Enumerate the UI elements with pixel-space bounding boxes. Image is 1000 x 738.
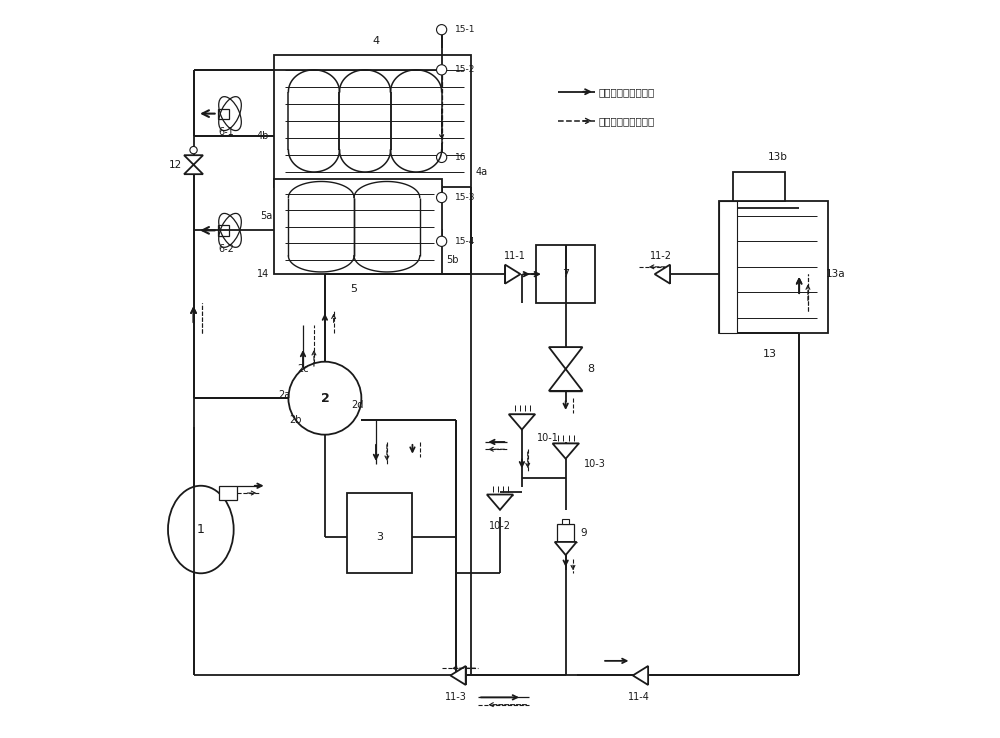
Bar <box>218 225 229 236</box>
Polygon shape <box>184 165 203 174</box>
Text: 2a: 2a <box>279 390 291 399</box>
Circle shape <box>437 24 447 35</box>
Text: 2: 2 <box>321 392 329 404</box>
Bar <box>719 201 828 333</box>
Text: 13: 13 <box>763 349 777 359</box>
Text: 制冷剂夏季制冷流向: 制冷剂夏季制冷流向 <box>599 87 655 97</box>
Text: 3: 3 <box>376 532 383 542</box>
Polygon shape <box>633 666 648 685</box>
Polygon shape <box>505 265 520 283</box>
Text: 13b: 13b <box>767 152 787 162</box>
Text: 10-3: 10-3 <box>584 459 606 469</box>
Text: 10-1: 10-1 <box>536 433 558 444</box>
Bar <box>719 201 737 333</box>
Text: 9: 9 <box>581 528 587 538</box>
Bar <box>219 486 237 500</box>
Polygon shape <box>509 414 535 430</box>
Text: 2b: 2b <box>289 415 302 425</box>
Text: 15-4: 15-4 <box>455 237 475 246</box>
Bar <box>218 108 229 120</box>
Circle shape <box>437 65 447 75</box>
Text: 4a: 4a <box>476 167 488 177</box>
Text: 11-4: 11-4 <box>628 692 650 703</box>
Polygon shape <box>184 155 203 165</box>
Circle shape <box>190 146 197 154</box>
Bar <box>274 55 471 187</box>
Circle shape <box>288 362 361 435</box>
Text: 2c: 2c <box>297 364 309 374</box>
Text: 5: 5 <box>351 283 358 294</box>
Text: 15-3: 15-3 <box>455 193 475 202</box>
Polygon shape <box>549 347 582 369</box>
Circle shape <box>437 236 447 246</box>
Text: 5a: 5a <box>260 211 273 221</box>
Polygon shape <box>655 265 670 283</box>
Text: 11-2: 11-2 <box>650 251 672 261</box>
Text: 13a: 13a <box>826 269 845 279</box>
Ellipse shape <box>168 486 234 573</box>
Text: 6-1: 6-1 <box>219 127 234 137</box>
Circle shape <box>437 193 447 203</box>
Polygon shape <box>553 444 579 459</box>
Circle shape <box>437 152 447 162</box>
Text: 12: 12 <box>169 159 182 170</box>
Bar <box>562 519 569 525</box>
Text: 15-1: 15-1 <box>455 25 475 34</box>
Bar <box>733 172 785 201</box>
Bar <box>536 245 595 303</box>
Text: 10-2: 10-2 <box>489 521 511 531</box>
Bar <box>557 525 574 542</box>
Text: 4b: 4b <box>257 131 269 140</box>
Text: 4: 4 <box>372 35 380 46</box>
Text: 制冷剂冬季制热流向: 制冷剂冬季制热流向 <box>599 116 655 126</box>
Bar <box>274 179 442 274</box>
Text: 11-1: 11-1 <box>504 251 526 261</box>
Text: 8: 8 <box>588 364 595 374</box>
Text: 7: 7 <box>562 269 569 279</box>
Text: 6-2: 6-2 <box>218 244 234 254</box>
Text: 16: 16 <box>455 153 466 162</box>
Polygon shape <box>555 542 577 555</box>
Text: 2d: 2d <box>352 401 364 410</box>
Text: 11-3: 11-3 <box>445 692 467 703</box>
Text: 1: 1 <box>197 523 205 536</box>
Text: 5b: 5b <box>446 255 459 264</box>
Text: 14: 14 <box>257 269 269 279</box>
Bar <box>347 493 412 573</box>
Polygon shape <box>487 494 513 510</box>
Text: 15-2: 15-2 <box>455 66 475 75</box>
Polygon shape <box>450 666 466 685</box>
Polygon shape <box>549 369 582 391</box>
